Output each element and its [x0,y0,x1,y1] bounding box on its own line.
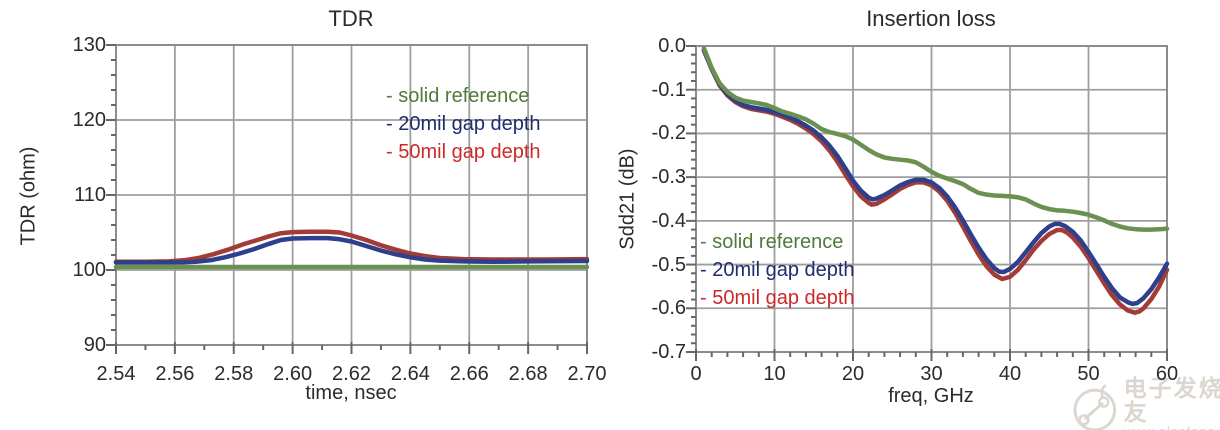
legend-label: - solid reference [386,85,530,107]
legend-tdr: - solid reference - 20mil gap depth - 50… [386,82,541,166]
y-tick-label: -0.1 [651,78,686,101]
y-tick-label: 110 [74,184,106,206]
x-tick-label: 0 [690,363,702,385]
watermark-brand-text: 电子发烧友 [1123,375,1220,425]
legend-item-50mil-gap-depth: - 50mil gap depth [700,284,855,312]
x-tick-label: 60 [1155,363,1179,385]
legend-label: - 20mil gap depth [386,113,541,135]
chart-title-insertion-loss: Insertion loss [866,6,996,31]
legend-insertion-loss: - solid reference - 20mil gap depth - 50… [700,228,855,312]
y-tick-label: -0.7 [651,341,686,363]
y-tick-label: 120 [72,109,106,131]
x-tick-label: 20 [841,363,865,385]
legend-item-20mil-gap-depth: - 20mil gap depth [386,110,541,138]
legend-label: - 20mil gap depth [700,259,855,281]
y-tick-label: 100 [72,259,106,281]
series-line-20mil-gap-depth [113,235,590,265]
watermark-url-text: www.elecfans.com [1124,424,1220,430]
x-tick-label: 2.64 [390,363,430,385]
x-tick-label: 30 [920,363,943,385]
y-tick-label: -0.5 [651,253,686,276]
y-tick-label: 130 [72,34,106,56]
x-tick-label: 2.66 [449,363,489,385]
x-axis-label-tdr: time, nsec [305,382,397,404]
legend-item-solid-reference: - solid reference [700,228,855,256]
y-axis-label-tdr: TDR (ohm) [17,146,40,246]
series-line-20mil-gap-depth [701,48,1170,307]
x-tick-label: 2.62 [332,363,371,385]
x-tick-label: 10 [763,363,786,385]
x-tick-label: 50 [1077,363,1100,385]
x-tick-label: 2.70 [567,363,607,385]
legend-item-50mil-gap-depth: - 50mil gap depth [386,138,541,166]
x-tick-label: 40 [998,363,1022,385]
y-tick-label: -0.4 [651,209,686,232]
legend-label: - solid reference [700,231,844,253]
y-tick-label: -0.2 [651,122,686,145]
y-tick-label: -0.6 [651,297,686,320]
chart-title-tdr: TDR [328,6,374,31]
elecfans-watermark: 电子发烧友 www.elecfans.com [1070,376,1220,430]
legend-item-20mil-gap-depth: - 20mil gap depth [700,256,855,284]
x-tick-label: 2.54 [96,363,136,385]
x-tick-label: 2.60 [273,363,313,385]
y-tick-label: 90 [83,334,106,356]
series-line-50mil-gap-depth [113,229,590,265]
y-tick-label: -0.3 [651,166,686,189]
y-axis-label-insertion-loss: Sdd21 (dB) [616,148,639,250]
series-line-solid-reference [701,45,1170,232]
elecfans-logo-icon [1073,383,1117,430]
legend-item-solid-reference: - solid reference [386,82,541,110]
y-tick-label: 0.0 [658,35,686,57]
legend-label: - 50mil gap depth [700,287,855,309]
x-tick-label: 2.56 [155,363,195,385]
x-tick-label: 2.68 [508,363,548,385]
legend-label: - 50mil gap depth [386,141,541,163]
x-axis-label-insertion-loss: freq, GHz [888,385,974,407]
x-tick-label: 2.58 [214,363,254,385]
